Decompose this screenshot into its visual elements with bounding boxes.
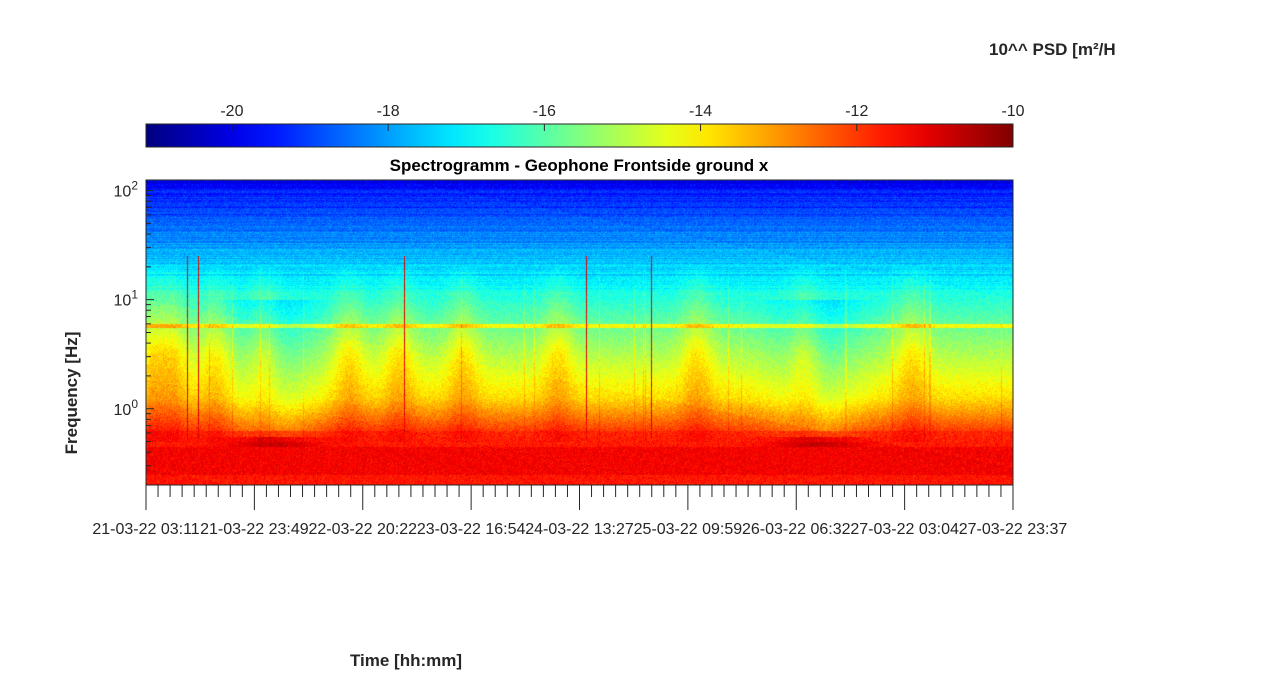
x-tick-label: 25-03-22 09:59 [634,521,743,538]
y-tick-label: 102 [114,179,139,201]
x-tick-label: 21-03-22 23:49 [200,521,309,538]
colorbar-tick-label: -16 [533,103,556,120]
x-tick-label: 27-03-22 03:04 [850,521,959,538]
colorbar-tick-label: -10 [1001,103,1024,120]
x-tick-label: 27-03-22 23:37 [959,521,1068,538]
x-axis-label: Time [hh:mm] [350,651,462,670]
colorbar-tick-label: -20 [220,103,243,120]
colorbar-gradient [145,123,1014,148]
colorbar-tick-label: -12 [845,103,868,120]
spectrogram-image-container [146,180,1013,485]
x-tick-label: 24-03-22 13:27 [525,521,634,538]
x-tick-label: 23-03-22 16:54 [417,521,526,538]
plot-area: 100 101 102 21-03-22 03:11 21-03-22 23:49 22… [92,179,1067,538]
x-tick-label: 26-03-22 06:32 [742,521,851,538]
y-tick-label: 101 [114,288,139,310]
spectrogram-image [146,180,1013,485]
colorbar-tick-label: -18 [377,103,400,120]
x-tick-label: 21-03-22 03:11 [92,521,199,538]
colorbar-label: 10^^ PSD [m²/H [989,40,1116,59]
y-axis: 100 101 102 [114,179,154,486]
colorbar-tick-label: -14 [689,103,712,120]
colorbar: -20 -18 -16 -14 -12 -10 [145,103,1025,148]
y-axis-label: Frequency [Hz] [62,332,81,455]
chart-title: Spectrogramm - Geophone Frontside ground… [390,156,769,175]
x-axis: 21-03-22 03:11 21-03-22 23:49 22-03-22 20:… [92,485,1067,538]
x-tick-label: 22-03-22 20:22 [308,521,417,538]
colorbar-ticks: -20 -18 -16 -14 -12 -10 [220,103,1025,131]
y-tick-label: 100 [114,397,139,419]
